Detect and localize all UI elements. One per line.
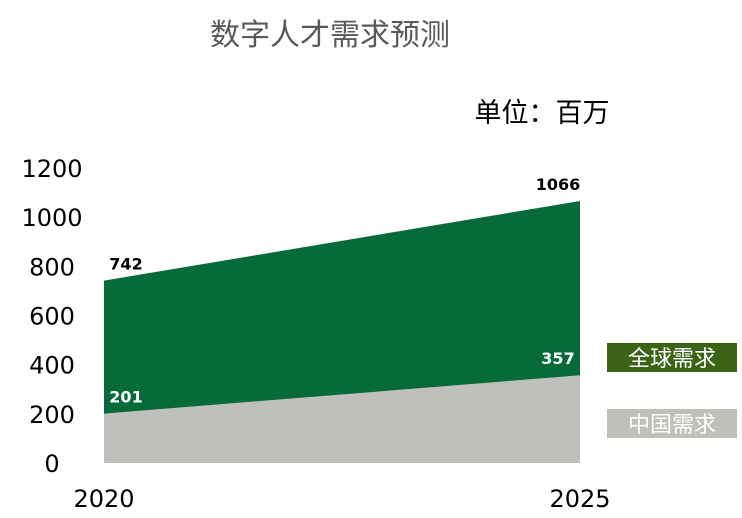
data-labels: 742 1066 201 357 xyxy=(109,175,580,407)
plot-area xyxy=(104,200,580,464)
y-tick-label: 1000 xyxy=(21,204,82,232)
y-axis: 0 200 400 600 800 1000 1200 xyxy=(21,155,82,478)
legend-swatch xyxy=(607,343,737,372)
data-label: 201 xyxy=(109,388,142,407)
y-tick-label: 400 xyxy=(29,352,75,380)
legend-label: 中国需求 xyxy=(628,413,716,438)
y-tick-label: 1200 xyxy=(21,155,82,183)
unit-label: 单位：百万 xyxy=(475,98,610,129)
x-tick-label: 2020 xyxy=(73,485,134,513)
data-label: 357 xyxy=(541,349,574,368)
y-tick-label: 600 xyxy=(29,303,75,331)
data-label: 742 xyxy=(109,255,142,274)
y-tick-label: 200 xyxy=(29,401,75,429)
x-axis: 2020 2025 xyxy=(73,485,610,513)
x-tick-label: 2025 xyxy=(549,485,610,513)
y-tick-label: 800 xyxy=(29,253,75,281)
chart-title: 数字人才需求预测 xyxy=(210,18,450,53)
area-series-2 xyxy=(104,375,580,463)
legend-swatch xyxy=(607,409,737,438)
data-label: 1066 xyxy=(536,175,581,194)
legend-label: 全球需求 xyxy=(628,347,716,372)
y-tick-label: 0 xyxy=(44,450,59,478)
